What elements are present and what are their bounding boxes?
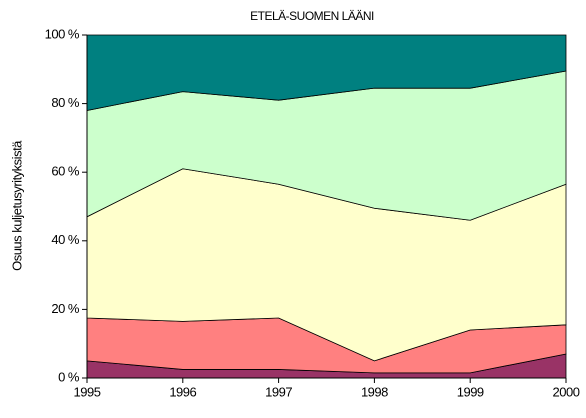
x-tick-label: 2000 bbox=[553, 384, 580, 399]
x-tick-label: 1995 bbox=[74, 384, 101, 399]
y-tick-label: 20 % bbox=[51, 301, 80, 316]
area bbox=[86, 34, 567, 111]
y-axis-label: Osuus kuljetusyrityksistä bbox=[9, 140, 24, 271]
y-tick-label: 100 % bbox=[45, 26, 80, 41]
y-tick-label: 0 % bbox=[58, 369, 80, 384]
y-tick-label: 60 % bbox=[51, 164, 80, 179]
x-tick-label: 1999 bbox=[457, 384, 484, 399]
x-tick-label: 1997 bbox=[265, 384, 292, 399]
x-tick-label: 1996 bbox=[169, 384, 196, 399]
x-tick-label: 1998 bbox=[361, 384, 388, 399]
y-tick-label: 40 % bbox=[51, 232, 80, 247]
chart-title: ETELÄ-SUOMEN LÄÄNI bbox=[250, 9, 374, 23]
y-tick-label: 80 % bbox=[51, 95, 80, 110]
